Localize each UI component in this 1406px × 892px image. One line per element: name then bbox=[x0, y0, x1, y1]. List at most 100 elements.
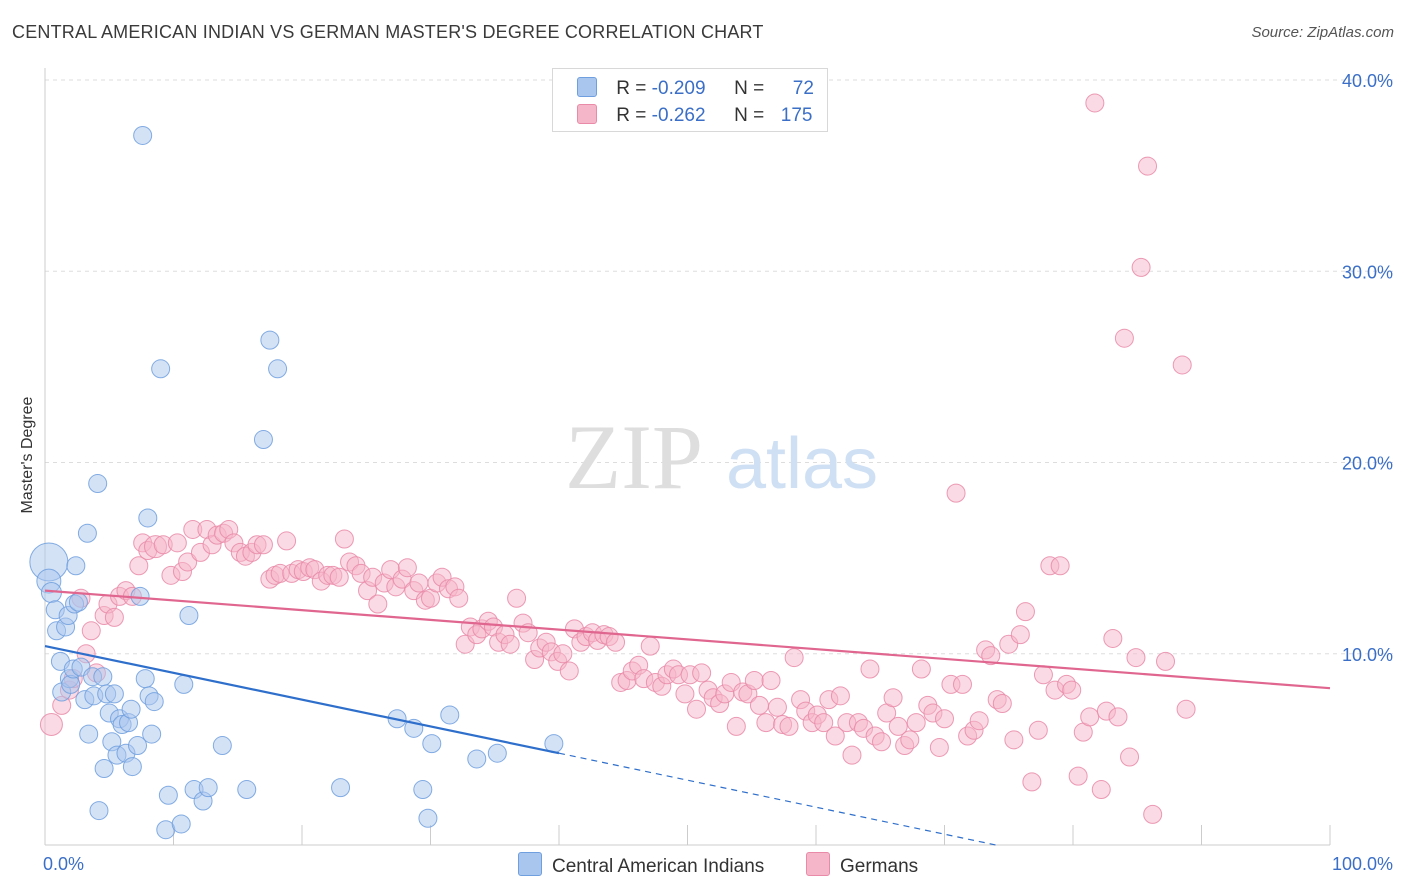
n-label: N = bbox=[734, 78, 765, 99]
germans-point bbox=[368, 594, 388, 614]
legend-item-germans[interactable]: Germans bbox=[806, 852, 918, 878]
germans-point bbox=[756, 713, 776, 733]
germans-point bbox=[992, 693, 1012, 713]
x-tick-label: 100.0% bbox=[1332, 854, 1393, 874]
germans-point bbox=[409, 573, 429, 593]
germans-point bbox=[1028, 720, 1048, 740]
central-american-indians-point bbox=[66, 556, 86, 576]
germans-point bbox=[779, 716, 799, 736]
germans-point bbox=[129, 556, 149, 576]
n-value: 72 bbox=[792, 78, 814, 99]
germans-point bbox=[334, 529, 354, 549]
watermark-atlas: atlas bbox=[726, 424, 878, 504]
germans-point bbox=[1156, 651, 1176, 671]
germans-point bbox=[1091, 780, 1111, 800]
y-tick-label: 10.0% bbox=[1342, 645, 1393, 665]
germans-point bbox=[559, 661, 579, 681]
r-label: R = bbox=[616, 78, 647, 99]
central-american-indians-point bbox=[179, 606, 199, 625]
germans-point bbox=[872, 732, 892, 752]
germans-point bbox=[553, 644, 573, 664]
germans-point bbox=[1015, 602, 1035, 622]
y-tick-label: 20.0% bbox=[1342, 454, 1393, 474]
germans-point bbox=[1010, 625, 1030, 645]
blue-swatch bbox=[577, 77, 597, 97]
stats-row-central-american-indians: R = -0.209 N = 72 bbox=[577, 77, 814, 99]
central-american-indians-point bbox=[268, 359, 288, 379]
germans-point bbox=[1131, 257, 1151, 277]
watermark-zip: ZIP bbox=[565, 406, 703, 508]
germans-point bbox=[167, 533, 187, 553]
watermark: ZIP atlas bbox=[565, 406, 878, 508]
stats-legend: R = -0.209 N = 72 R = -0.262 N = 175 bbox=[552, 68, 828, 132]
germans-points bbox=[39, 93, 1196, 824]
y-tick-label: 30.0% bbox=[1342, 262, 1393, 282]
germans-point bbox=[888, 716, 908, 736]
germans-point bbox=[675, 684, 695, 704]
germans-point bbox=[981, 646, 1001, 666]
central-american-indians-point bbox=[133, 125, 153, 145]
central-american-indians-point bbox=[212, 736, 232, 756]
germans-point bbox=[253, 535, 273, 555]
central-american-indians-point bbox=[79, 724, 99, 744]
germans-point bbox=[883, 688, 903, 708]
germans-point bbox=[1103, 628, 1123, 648]
germans-point bbox=[1033, 665, 1053, 685]
germans-point bbox=[640, 636, 660, 656]
r-value: -0.209 bbox=[651, 78, 706, 99]
central-american-indians-point bbox=[88, 474, 108, 494]
central-american-indians-point bbox=[422, 734, 442, 754]
pink-swatch bbox=[806, 852, 830, 876]
germans-point bbox=[1022, 772, 1042, 792]
germans-point bbox=[726, 716, 746, 736]
n-label: N = bbox=[734, 105, 765, 126]
germans-point bbox=[1172, 355, 1192, 375]
central-american-indians-point bbox=[331, 778, 351, 798]
central-american-indians-point bbox=[467, 749, 487, 769]
germans-point bbox=[900, 730, 920, 750]
germans-point bbox=[952, 674, 972, 694]
blue-swatch bbox=[518, 852, 542, 876]
trend-lines bbox=[44, 589, 1331, 846]
central-american-indians-point bbox=[128, 736, 148, 756]
central-american-indians-point bbox=[198, 778, 218, 798]
tick-labels: 10.0% 20.0% 30.0% 40.0% 0.0% 100.0% bbox=[43, 71, 1393, 874]
germans-point bbox=[692, 663, 712, 683]
germans-point bbox=[81, 621, 101, 641]
central-american-indians-point bbox=[151, 359, 171, 379]
germans-point bbox=[1138, 156, 1158, 176]
central-american-indians-point bbox=[138, 508, 158, 528]
germans-point bbox=[1120, 747, 1140, 767]
germans-point bbox=[744, 671, 764, 691]
n-value: 175 bbox=[780, 105, 813, 126]
germans-point bbox=[397, 558, 417, 578]
central-american-indians-point bbox=[418, 808, 438, 828]
germans-point bbox=[39, 713, 63, 737]
germans-point bbox=[329, 567, 349, 587]
central-american-indians-trend-extension bbox=[558, 752, 997, 846]
y-axis-label: Master's Degree bbox=[19, 396, 36, 514]
central-american-indians-point bbox=[121, 699, 141, 719]
central-american-indians-point bbox=[237, 780, 257, 800]
central-american-indians-point bbox=[68, 592, 88, 612]
germans-point bbox=[767, 697, 787, 717]
central-american-indians-points bbox=[29, 125, 564, 840]
germans-point bbox=[929, 737, 949, 757]
germans-point bbox=[507, 588, 527, 608]
legend-item-central-american-indians[interactable]: Central American Indians bbox=[518, 852, 764, 878]
germans-point bbox=[860, 659, 880, 679]
central-american-indians-point bbox=[104, 684, 124, 704]
r-value: -0.262 bbox=[651, 105, 706, 126]
x-tick-label: 0.0% bbox=[43, 854, 84, 874]
chart-source: Source: ZipAtlas.com bbox=[1251, 24, 1394, 41]
germans-point bbox=[906, 713, 926, 733]
central-american-indians-point bbox=[253, 430, 273, 450]
germans-point bbox=[1050, 556, 1070, 576]
germans-point bbox=[946, 483, 966, 503]
germans-point bbox=[969, 711, 989, 731]
central-american-indians-trend-line bbox=[44, 645, 560, 755]
central-american-indians-point bbox=[89, 801, 109, 821]
series-legend: Central American Indians Germans bbox=[0, 852, 1406, 878]
central-american-indians-point bbox=[174, 674, 194, 694]
